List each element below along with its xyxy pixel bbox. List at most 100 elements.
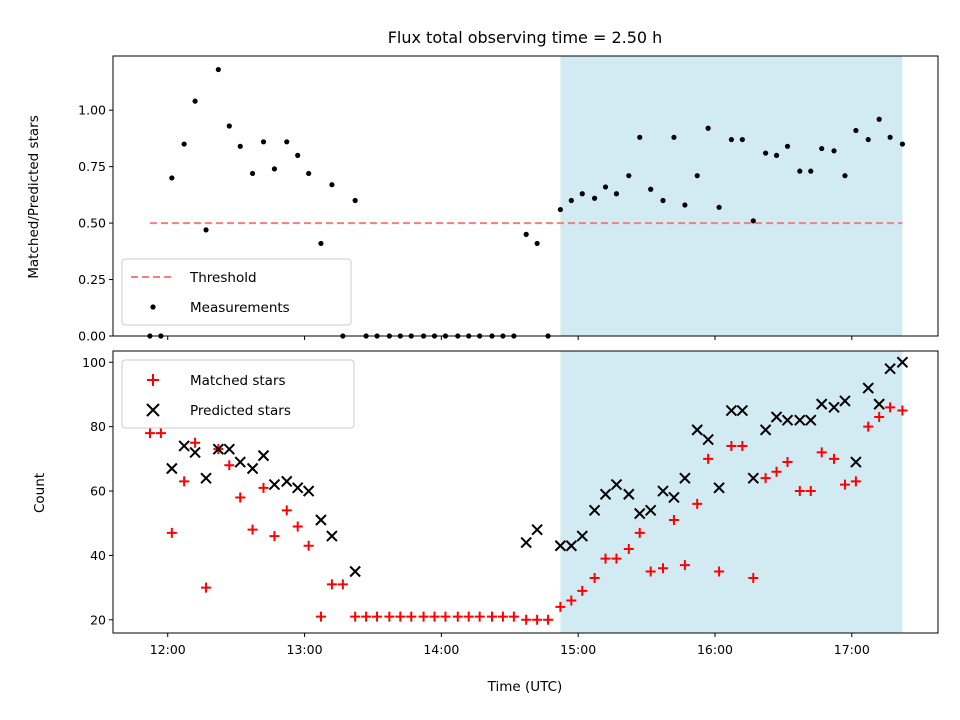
top-y-axis-label: Matched/Predicted stars bbox=[26, 115, 42, 278]
bottom-y-tick-label: 100 bbox=[82, 355, 106, 370]
predicted-star-point bbox=[610, 478, 623, 491]
matched-star-point bbox=[372, 611, 383, 622]
predicted-star-point bbox=[520, 536, 532, 549]
measurement-point bbox=[887, 134, 893, 140]
predicted-star-point bbox=[759, 424, 772, 436]
matched-star-point bbox=[714, 566, 725, 577]
measurement-point bbox=[694, 173, 700, 179]
measurement-point bbox=[306, 170, 312, 177]
matched-star-point bbox=[452, 611, 463, 622]
measurement-point bbox=[352, 197, 358, 204]
predicted-star-point bbox=[725, 404, 738, 417]
matched-star-point bbox=[258, 482, 269, 493]
matched-star-point bbox=[634, 527, 645, 538]
predicted-star-point bbox=[839, 395, 851, 407]
predicted-star-point bbox=[634, 507, 646, 520]
predicted-star-point bbox=[862, 382, 874, 394]
predicted-star-point bbox=[794, 414, 806, 426]
predicted-star-point bbox=[644, 504, 657, 517]
measurement-point bbox=[260, 139, 267, 145]
matched-star-point bbox=[269, 531, 280, 542]
matched-star-point bbox=[679, 560, 690, 571]
matched-star-point bbox=[281, 505, 292, 516]
measurement-point bbox=[660, 197, 666, 204]
matched-star-point bbox=[805, 486, 816, 497]
legend-threshold-label: Threshold bbox=[189, 270, 257, 286]
matched-star-point bbox=[611, 553, 622, 564]
measurement-point bbox=[249, 170, 256, 177]
matched-star-point bbox=[668, 515, 679, 526]
predicted-star-point bbox=[815, 398, 828, 410]
measurement-point bbox=[853, 127, 859, 134]
matched-star-point bbox=[850, 476, 861, 487]
measurement-point bbox=[739, 136, 745, 143]
matched-star-point bbox=[555, 601, 566, 612]
predicted-star-point bbox=[531, 523, 543, 536]
measurement-point bbox=[329, 182, 335, 188]
measurement-point bbox=[876, 116, 882, 122]
predicted-star-point bbox=[623, 488, 635, 500]
matched-star-point bbox=[816, 447, 827, 458]
predicted-star-point bbox=[657, 485, 669, 497]
matched-star-point bbox=[247, 524, 258, 535]
matched-star-point bbox=[577, 585, 588, 596]
predicted-star-point bbox=[189, 446, 201, 459]
measurement-point bbox=[534, 240, 540, 247]
matched-star-point bbox=[703, 453, 714, 464]
predicted-star-point bbox=[326, 530, 338, 542]
matched-star-point bbox=[658, 563, 668, 574]
bottom-series-1 bbox=[166, 356, 909, 578]
matched-star-point bbox=[395, 611, 406, 622]
matched-star-point bbox=[166, 527, 177, 538]
matched-star-point bbox=[463, 611, 474, 622]
measurement-point bbox=[716, 204, 722, 210]
matched-star-point bbox=[600, 553, 611, 564]
matched-star-point bbox=[350, 611, 361, 622]
matched-star-point bbox=[190, 437, 201, 448]
measurement-point bbox=[192, 98, 198, 104]
measurement-point bbox=[271, 166, 278, 172]
matched-star-point bbox=[897, 405, 908, 416]
measurement-point bbox=[579, 191, 585, 197]
measurement-point bbox=[728, 136, 735, 143]
measurement-point bbox=[602, 184, 609, 190]
matched-star-point bbox=[829, 453, 840, 464]
matched-star-point bbox=[521, 614, 532, 625]
matched-star-point bbox=[144, 428, 155, 439]
matched-star-point bbox=[566, 595, 577, 606]
predicted-star-point bbox=[873, 398, 885, 410]
predicted-star-point bbox=[234, 456, 246, 468]
measurement-point bbox=[613, 191, 620, 197]
measurement-point bbox=[523, 231, 529, 237]
matched-star-point bbox=[303, 540, 314, 551]
predicted-star-point bbox=[896, 356, 909, 368]
predicted-star-point bbox=[599, 488, 612, 500]
predicted-star-point bbox=[828, 401, 840, 414]
predicted-star-point bbox=[884, 362, 896, 375]
matched-star-point bbox=[418, 611, 429, 622]
matched-star-point bbox=[155, 428, 166, 439]
matched-star-point bbox=[874, 411, 885, 422]
x-axis-label: Time (UTC) bbox=[487, 679, 563, 695]
measurement-point bbox=[181, 141, 187, 147]
matched-star-point bbox=[863, 421, 874, 432]
measurement-point bbox=[637, 134, 643, 140]
predicted-star-point bbox=[781, 414, 794, 426]
ratio-panel: 0.00 0.25 0.50 0.75 1.00 Threshold Measurement… bbox=[78, 55, 939, 344]
top-y-tick-label: 1.00 bbox=[78, 103, 106, 118]
bottom-legend: Matched stars Predicted stars bbox=[121, 359, 355, 429]
measurement-point bbox=[750, 218, 756, 224]
bottom-y-tick-label: 40 bbox=[90, 548, 106, 563]
predicted-star-point bbox=[166, 462, 178, 475]
matched-star-point bbox=[201, 582, 212, 593]
legend-box bbox=[121, 258, 352, 326]
measurement-point bbox=[831, 148, 837, 154]
legend-measurements-label: Measurements bbox=[190, 300, 290, 316]
bottom-x-tick-label: 15:00 bbox=[560, 642, 596, 657]
predicted-star-point bbox=[713, 482, 725, 494]
predicted-star-point bbox=[212, 443, 225, 455]
matched-star-point bbox=[486, 611, 497, 622]
matched-star-point bbox=[179, 476, 190, 487]
bottom-observing-window-span bbox=[560, 351, 903, 633]
measurement-point bbox=[237, 143, 243, 149]
